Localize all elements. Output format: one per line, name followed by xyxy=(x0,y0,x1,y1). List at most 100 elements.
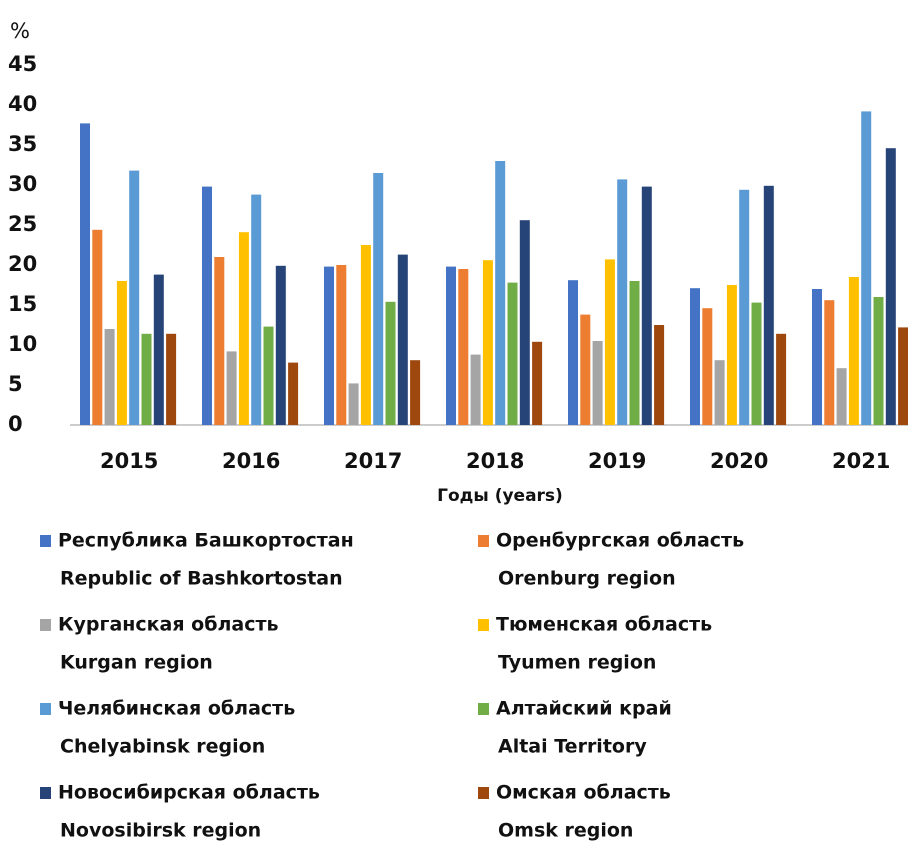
bar xyxy=(763,185,774,425)
bar xyxy=(166,333,177,425)
y-tick-label: 15 xyxy=(8,292,37,316)
legend-label-en: Novosibirsk region xyxy=(60,820,261,842)
bar xyxy=(629,281,640,425)
bar xyxy=(238,232,249,425)
bar xyxy=(397,254,408,425)
bar xyxy=(519,220,530,425)
bar xyxy=(141,333,152,425)
y-tick-label: 25 xyxy=(8,212,37,236)
bar xyxy=(275,265,286,425)
legend-swatch xyxy=(478,787,489,799)
legend-label-en: Altai Territory xyxy=(498,736,647,758)
legend-label: Омская область xyxy=(496,782,671,804)
bar xyxy=(116,281,127,425)
x-axis-label: Годы (years) xyxy=(437,486,563,506)
x-tick-label: 2021 xyxy=(832,449,890,473)
bar xyxy=(824,300,835,425)
bar xyxy=(861,111,872,426)
bar xyxy=(873,297,884,425)
y-tick-label: 45 xyxy=(8,52,37,76)
legend-swatch xyxy=(478,703,489,715)
y-unit: % xyxy=(10,19,30,43)
y-tick-label: 40 xyxy=(8,92,37,116)
y-tick-label: 0 xyxy=(8,412,23,436)
bar xyxy=(812,289,822,425)
legend-swatch xyxy=(40,535,51,547)
legend-label: Челябинская область xyxy=(58,698,295,720)
bar xyxy=(495,161,506,425)
bar xyxy=(751,302,762,425)
legend-label: Новосибирская область xyxy=(58,782,320,804)
bar xyxy=(714,360,725,425)
x-tick-label: 2020 xyxy=(710,449,768,473)
bar xyxy=(410,360,421,425)
bar xyxy=(385,301,396,425)
legend-label-en: Omsk region xyxy=(498,820,633,842)
bar xyxy=(482,260,493,425)
bar xyxy=(263,326,274,425)
bar xyxy=(458,269,469,425)
bar xyxy=(288,362,299,425)
bar xyxy=(336,265,347,425)
bar xyxy=(848,277,859,425)
bar xyxy=(898,327,908,425)
bar xyxy=(80,123,90,426)
legend-label-en: Kurgan region xyxy=(60,652,213,674)
bar xyxy=(641,186,652,425)
bar xyxy=(604,259,615,425)
bar xyxy=(373,173,384,425)
bar xyxy=(836,368,847,425)
bar xyxy=(507,282,518,425)
legend-label: Республика Башкортостан xyxy=(58,530,354,552)
bar xyxy=(153,274,164,425)
bar xyxy=(592,341,603,425)
legend-label: Алтайский край xyxy=(496,698,672,720)
bar xyxy=(654,325,665,425)
legend-label-en: Republic of Bashkortostan xyxy=(60,568,343,590)
y-tick-label: 5 xyxy=(8,372,23,396)
bar xyxy=(532,341,543,425)
bar xyxy=(348,383,359,425)
bar xyxy=(580,314,591,425)
legend-label-en: Tyumen region xyxy=(498,652,656,674)
legend-swatch xyxy=(478,535,489,547)
bar xyxy=(470,354,481,425)
bar xyxy=(702,308,713,425)
legend-swatch xyxy=(40,619,51,631)
legend-swatch xyxy=(478,619,489,631)
bar xyxy=(324,266,334,425)
bar xyxy=(360,245,371,425)
bar xyxy=(568,280,578,425)
bar xyxy=(129,170,140,425)
bar xyxy=(446,266,456,425)
legend-label: Оренбургская область xyxy=(496,530,744,552)
y-tick-label: 35 xyxy=(8,132,37,156)
bar xyxy=(617,179,628,425)
x-tick-label: 2015 xyxy=(100,449,158,473)
x-tick-label: 2019 xyxy=(588,449,646,473)
bar xyxy=(226,351,237,425)
bar xyxy=(104,329,115,425)
bar xyxy=(739,189,750,425)
legend-label: Тюменская область xyxy=(496,614,712,636)
y-tick-label: 20 xyxy=(8,252,37,276)
bar xyxy=(92,229,103,425)
y-tick-label: 10 xyxy=(8,332,37,356)
y-tick-label: 30 xyxy=(8,172,37,196)
bar xyxy=(251,194,262,425)
bar xyxy=(214,257,225,425)
x-tick-label: 2016 xyxy=(222,449,280,473)
x-tick-label: 2018 xyxy=(466,449,524,473)
legend-label-en: Orenburg region xyxy=(498,568,676,590)
legend-label-en: Chelyabinsk region xyxy=(60,736,265,758)
legend-swatch xyxy=(40,787,51,799)
x-tick-label: 2017 xyxy=(344,449,402,473)
bar xyxy=(726,285,737,425)
legend-swatch xyxy=(40,703,51,715)
bar xyxy=(202,186,212,425)
legend-label: Курганская область xyxy=(58,614,279,636)
bar xyxy=(776,333,787,425)
bar xyxy=(885,148,896,425)
bar xyxy=(690,288,700,425)
